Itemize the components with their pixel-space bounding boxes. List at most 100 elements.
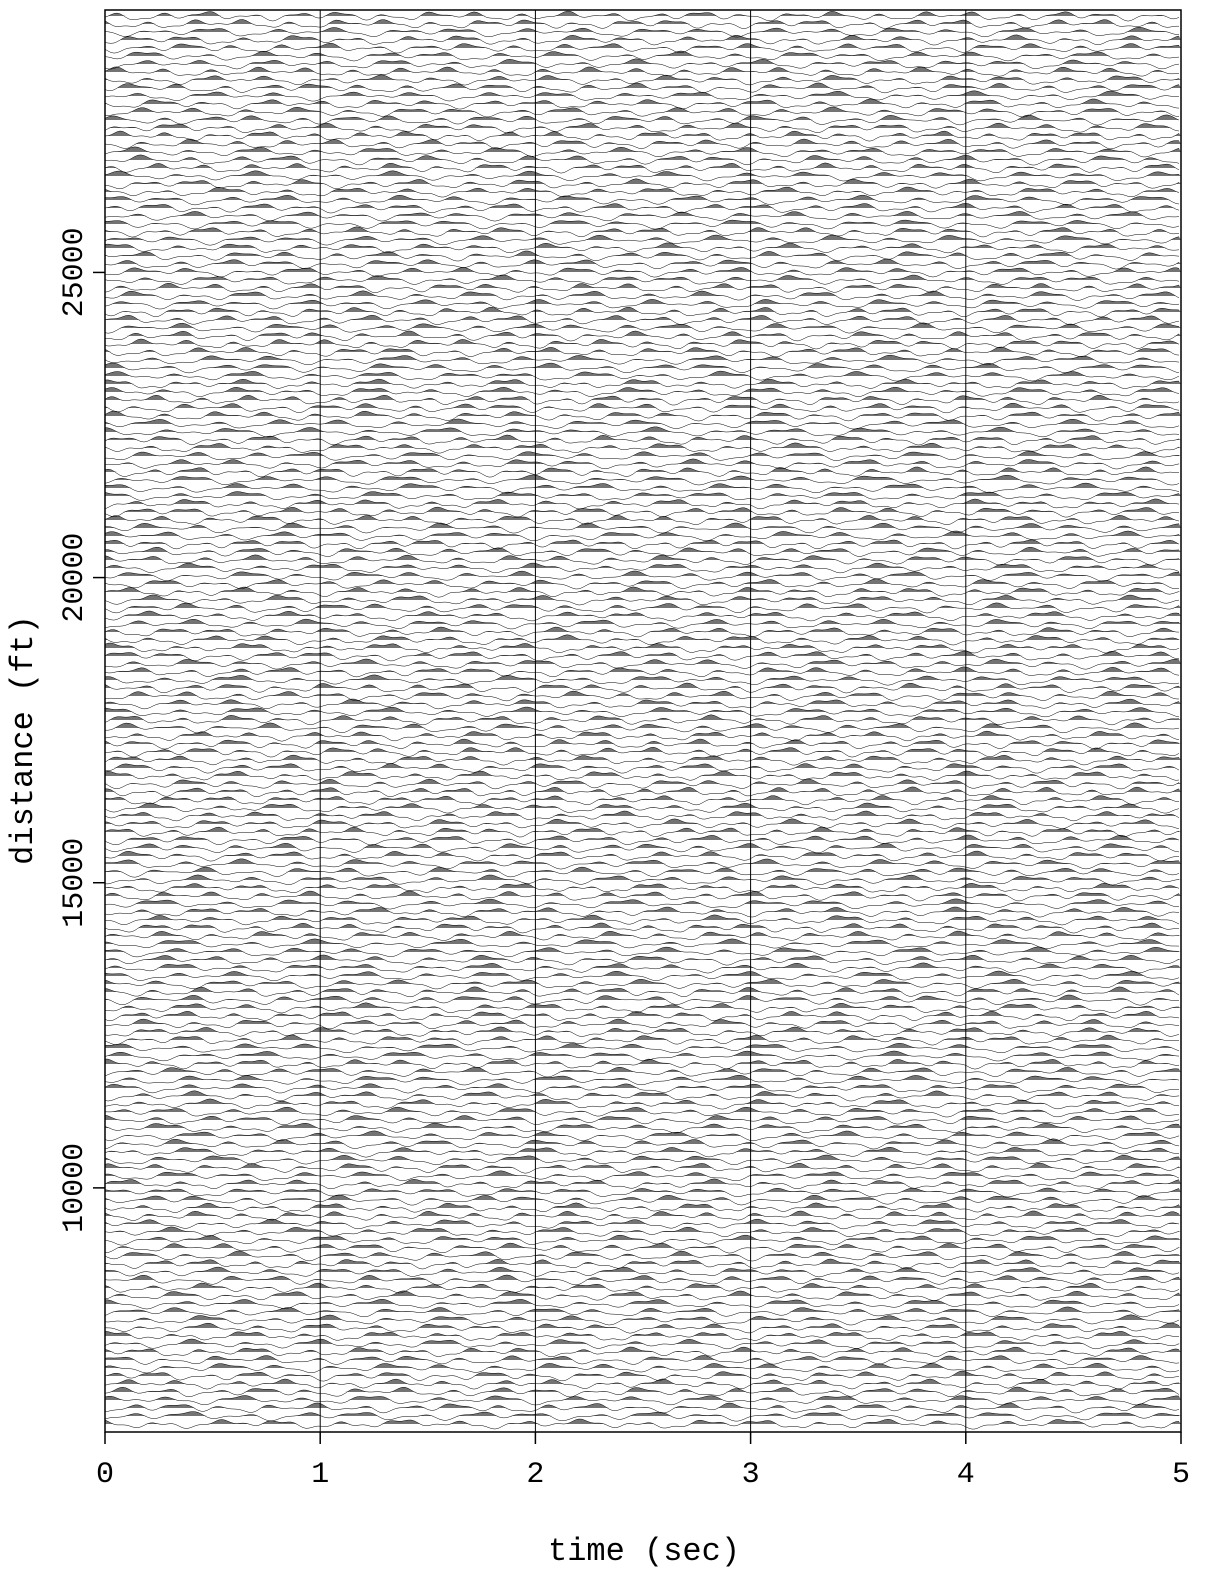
trace-fill (105, 371, 1181, 376)
trace-fill (105, 531, 1181, 536)
trace-fill (105, 707, 1181, 712)
trace (105, 627, 1179, 637)
trace (105, 235, 1179, 245)
trace-fill (105, 1419, 1181, 1424)
trace-fill (105, 811, 1181, 816)
trace-fill (105, 1323, 1181, 1328)
trace (105, 1235, 1179, 1245)
trace (105, 1396, 1179, 1406)
trace-fill (105, 115, 1181, 120)
trace (105, 1075, 1179, 1085)
trace (105, 395, 1179, 405)
trace-fill (105, 1139, 1181, 1144)
trace-fill (105, 1307, 1181, 1312)
trace (105, 1363, 1179, 1373)
trace (105, 307, 1179, 317)
trace-fill (105, 179, 1181, 184)
trace (105, 299, 1179, 309)
trace-fill (105, 883, 1181, 888)
trace-fill (105, 867, 1181, 872)
trace-fill (105, 1331, 1181, 1336)
trace (105, 923, 1179, 933)
trace (105, 747, 1179, 757)
trace-fill (105, 251, 1181, 256)
trace-fill (105, 387, 1181, 392)
trace (105, 739, 1179, 749)
trace-fill (105, 107, 1181, 112)
trace (105, 1419, 1179, 1429)
trace-fill (105, 547, 1181, 552)
trace-fill (105, 1259, 1181, 1264)
trace-fill (105, 683, 1181, 688)
y-tick-label: 20000 (58, 533, 92, 623)
trace-fill (105, 939, 1181, 944)
trace (105, 779, 1179, 789)
trace-fill (105, 195, 1181, 200)
x-tick-label: 1 (311, 1458, 329, 1492)
trace (105, 1163, 1179, 1173)
trace (105, 764, 1179, 774)
trace (105, 796, 1179, 805)
trace-fill (105, 83, 1181, 88)
trace (105, 1123, 1179, 1133)
trace-fill (105, 1084, 1181, 1088)
trace (105, 1243, 1179, 1253)
trace (105, 867, 1179, 877)
trace (105, 131, 1179, 141)
trace (105, 571, 1179, 581)
trace-fill (105, 75, 1181, 80)
trace (105, 1323, 1179, 1333)
trace-fill (105, 1123, 1181, 1128)
trace-fill (105, 747, 1181, 752)
y-tick-label: 10000 (58, 1143, 92, 1233)
trace-fill (105, 515, 1181, 520)
trace (105, 323, 1179, 333)
trace-fill (105, 1219, 1181, 1224)
trace (105, 1084, 1179, 1093)
trace-fill (105, 395, 1181, 400)
trace-fill (105, 1091, 1181, 1096)
trace-fill (105, 987, 1181, 992)
trace-fill (105, 443, 1181, 448)
trace (105, 540, 1179, 549)
trace-fill (105, 347, 1181, 352)
trace-fill (105, 283, 1181, 288)
trace (105, 139, 1179, 149)
trace (105, 675, 1179, 685)
trace (105, 243, 1179, 253)
trace (105, 1011, 1179, 1021)
trace-fill (105, 907, 1181, 912)
trace (105, 1371, 1179, 1381)
trace-fill (105, 1027, 1181, 1032)
trace-fill (105, 379, 1181, 384)
x-tick-label: 3 (742, 1458, 760, 1492)
y-tick-label: 15000 (58, 838, 92, 928)
x-axis-label: time (sec) (548, 1533, 740, 1570)
trace (105, 731, 1179, 741)
trace (105, 955, 1179, 965)
trace-fill (105, 843, 1181, 848)
trace-fill (105, 699, 1181, 704)
trace-fill (105, 492, 1181, 497)
trace (105, 659, 1179, 669)
x-tick-label: 0 (96, 1458, 114, 1492)
trace (105, 995, 1179, 1005)
trace-fill (105, 731, 1181, 736)
trace-fill (105, 323, 1181, 328)
y-tick-label: 25000 (58, 227, 92, 317)
trace-fill (105, 363, 1181, 368)
trace (105, 1299, 1179, 1309)
trace-fill (105, 979, 1181, 984)
trace (105, 20, 1179, 29)
trace (105, 947, 1179, 957)
trace (105, 1107, 1179, 1117)
trace-fill (105, 43, 1181, 48)
trace-fill (105, 587, 1181, 592)
trace-fill (105, 931, 1181, 936)
trace-fill (105, 1396, 1181, 1401)
trace-fill (105, 771, 1181, 776)
trace-fill (105, 411, 1181, 416)
trace (105, 1067, 1179, 1077)
trace-fill (105, 947, 1181, 952)
chart: time (sec) distance (ft) 012345100001500… (0, 0, 1209, 1581)
